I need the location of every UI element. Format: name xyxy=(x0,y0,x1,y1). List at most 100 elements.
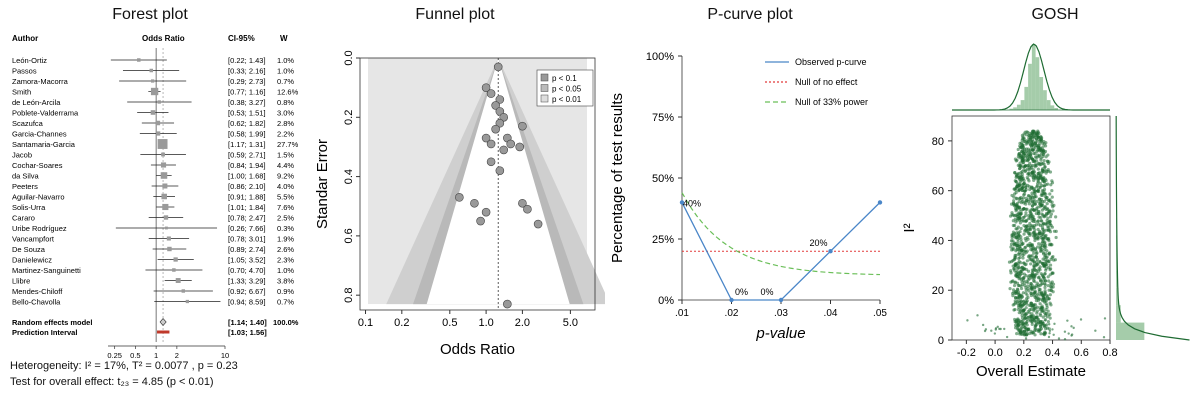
funnel-x-tick-label: 0.1 xyxy=(358,317,373,329)
gosh-top-histogram-bar xyxy=(1054,108,1059,110)
gosh-point xyxy=(1014,320,1018,324)
gosh-point xyxy=(1027,277,1032,281)
gosh-point xyxy=(1013,295,1018,300)
forest-study-box xyxy=(175,278,181,283)
gosh-point xyxy=(1031,129,1036,133)
gosh-point xyxy=(1026,237,1030,241)
forest-study-box xyxy=(173,257,178,262)
gosh-point xyxy=(1043,279,1048,283)
forest-study-box xyxy=(162,203,169,211)
gosh-point xyxy=(1029,248,1033,252)
funnel-legend-label: p < 0.1 xyxy=(552,74,577,83)
gosh-point xyxy=(1036,153,1040,157)
gosh-point xyxy=(1043,255,1047,259)
forest-study-weight: 2.6% xyxy=(277,245,294,254)
gosh-point xyxy=(1033,228,1037,232)
forest-chart: Author Odds Ratio CI-95% W León-Ortiz [0.22; … xyxy=(12,34,299,360)
gosh-point xyxy=(1024,185,1028,190)
gosh-point xyxy=(1040,291,1044,296)
gosh-point xyxy=(1022,181,1026,186)
forest-study-weight: 2.2% xyxy=(277,130,294,139)
gosh-point xyxy=(1014,236,1018,240)
gosh-point xyxy=(1024,321,1028,325)
forest-study-name: Cochar-Soares xyxy=(12,161,63,170)
gosh-point xyxy=(1015,174,1019,178)
gosh-point xyxy=(1046,161,1050,165)
forest-study-weight: 0.3% xyxy=(277,224,294,233)
forest-study-ci: [0.53; 1.51] xyxy=(228,109,266,118)
gosh-point xyxy=(1040,193,1044,197)
gosh-point xyxy=(1036,135,1040,139)
gosh-point xyxy=(1014,262,1018,266)
gosh-point xyxy=(1032,306,1037,311)
gosh-point xyxy=(1047,252,1051,256)
pcurve-y-label: Percentage of test results xyxy=(609,93,626,263)
gosh-point xyxy=(1018,188,1022,192)
forest-pi-ci: [1.03; 1.56] xyxy=(228,328,267,337)
gosh-point xyxy=(1037,275,1041,279)
gosh-point xyxy=(1030,185,1034,189)
gosh-point xyxy=(1048,215,1053,219)
gosh-point xyxy=(1041,149,1045,154)
gosh-outlier-point xyxy=(1057,337,1061,340)
gosh-point xyxy=(1028,232,1032,236)
gosh-point xyxy=(1024,262,1028,266)
gosh-point xyxy=(1049,281,1053,285)
gosh-point xyxy=(1047,279,1051,283)
gosh-point xyxy=(1027,289,1031,293)
gosh-top-histogram-bar xyxy=(1013,107,1017,110)
forest-re-weight: 100.0% xyxy=(273,318,299,327)
gosh-point xyxy=(1028,241,1032,245)
gosh-point xyxy=(1041,167,1045,171)
forest-study-name: Passos xyxy=(12,67,37,76)
gosh-point xyxy=(1032,178,1036,183)
gosh-right-density xyxy=(1115,115,1190,341)
gosh-point xyxy=(1013,301,1018,305)
gosh-outlier-point xyxy=(1026,315,1030,318)
funnel-panel: Funnel plot 0.1 0.2 0.5 1.0 2.0 5.0 0.0 0.2 0.4 0… xyxy=(305,0,605,398)
gosh-point xyxy=(1035,139,1039,143)
pcurve-legend-label: Observed p-curve xyxy=(795,57,867,67)
gosh-point xyxy=(1012,243,1016,247)
gosh-point xyxy=(1011,201,1016,206)
gosh-top-histogram-bar xyxy=(1031,44,1036,110)
funnel-point xyxy=(491,101,500,110)
gosh-point xyxy=(1032,294,1036,298)
gosh-point xyxy=(1017,296,1021,300)
forest-study-ci: [0.86; 2.10] xyxy=(228,182,266,191)
gosh-point xyxy=(1022,252,1026,256)
gosh-point xyxy=(1030,268,1034,272)
gosh-point xyxy=(1020,172,1024,176)
funnel-region-inner xyxy=(426,58,570,305)
gosh-point xyxy=(1045,312,1049,316)
gosh-outlier-point xyxy=(1003,327,1006,331)
gosh-point xyxy=(1034,174,1038,178)
gosh-point xyxy=(1037,210,1041,214)
forest-study-name: Zamora-Macorra xyxy=(12,77,69,86)
gosh-point xyxy=(1026,158,1030,162)
gosh-point xyxy=(1011,288,1016,292)
forest-study-box xyxy=(160,162,167,168)
gosh-point xyxy=(1041,315,1045,319)
funnel-point xyxy=(495,118,505,128)
forest-study-box xyxy=(162,183,168,189)
gosh-point xyxy=(1039,135,1043,139)
forest-study-name: Aguilar-Navarro xyxy=(12,193,65,202)
gosh-point xyxy=(1049,288,1053,293)
gosh-outlier-point xyxy=(983,329,987,333)
gosh-point xyxy=(1024,306,1028,310)
gosh-point xyxy=(1011,264,1015,268)
gosh-point xyxy=(1043,214,1047,218)
gosh-point xyxy=(1027,228,1031,232)
forest-study-box xyxy=(161,152,165,157)
gosh-point xyxy=(1019,261,1023,265)
gosh-point xyxy=(1014,227,1018,231)
overall-effect-text: Test for overall effect: t₂₃ = 4.85 (p <… xyxy=(10,376,214,388)
funnel-point xyxy=(533,219,543,229)
gosh-right-histogram-bar xyxy=(1116,322,1145,340)
funnel-y-tick-label: 0.8 xyxy=(343,288,355,303)
forest-study-box xyxy=(161,193,167,200)
gosh-point xyxy=(1046,283,1050,288)
gosh-point xyxy=(1040,247,1044,252)
gosh-point xyxy=(1026,147,1030,151)
